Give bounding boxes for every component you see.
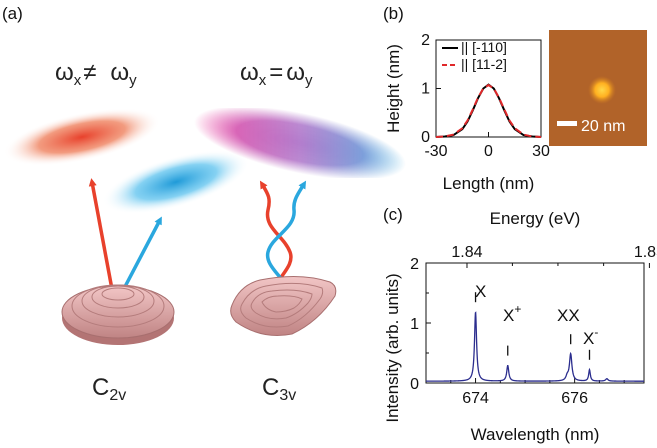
spectrum-line xyxy=(426,311,644,382)
condition-c3v: ωx = ωy xyxy=(240,59,313,89)
x-tick-label: -30 xyxy=(424,143,447,160)
x-axis-title: Length (nm) xyxy=(443,174,535,193)
degenerate-emission-c3v xyxy=(190,108,410,178)
plot-frame xyxy=(425,262,645,384)
x-tick-label: 30 xyxy=(532,143,550,160)
y-tick-label: 1 xyxy=(421,81,430,98)
panel-label-c: (c) xyxy=(383,205,403,224)
y-tick-label: 2 xyxy=(410,256,419,273)
y-tick-label: 2 xyxy=(421,32,430,49)
label-c2v: C2v xyxy=(92,374,126,404)
quantum-dot-c3v xyxy=(230,275,337,336)
entangled-red-arrow xyxy=(259,180,293,299)
series-line-1 xyxy=(435,83,542,138)
top-x-tick-label: 1.84 xyxy=(451,244,482,261)
scale-bar xyxy=(557,121,577,126)
panel-c: (c) 674 676 1.84 1.83 0 1 2 Wavelength (nm) Ener… xyxy=(383,205,657,444)
condition-c2v: ωx≠ ωy xyxy=(55,59,137,89)
afm-image: 20 nm xyxy=(549,30,647,146)
y-tick-label: 0 xyxy=(410,376,419,393)
series-line-0 xyxy=(435,83,542,138)
panel-a: (a) ωx≠ ωy ωx = ωy C2v C3v xyxy=(2,4,410,404)
panel-label-b: (b) xyxy=(383,4,404,23)
entangled-blue-arrow xyxy=(266,180,307,299)
peak-label-xplus: X+ xyxy=(503,302,521,325)
legend-label-0: || [-110] xyxy=(461,39,507,55)
pl-spectrum-chart: 674 676 1.84 1.83 0 1 2 Wavelength (nm) Energy (… xyxy=(383,209,657,444)
y-tick-label: 1 xyxy=(410,316,419,333)
scale-bar-label: 20 nm xyxy=(581,118,625,135)
top-x-axis-title: Energy (eV) xyxy=(490,209,581,228)
top-x-tick-label: 1.83 xyxy=(634,244,657,261)
x-tick-label: 676 xyxy=(561,390,588,407)
peak-label-x: X xyxy=(475,282,486,301)
x-polarization-arrow xyxy=(88,178,116,301)
y-tick-label: 0 xyxy=(421,129,430,146)
quantum-dot-c2v xyxy=(61,284,175,345)
legend-label-1: || [11-2] xyxy=(461,56,507,72)
panel-label-a: (a) xyxy=(2,4,23,23)
x-tick-label: 674 xyxy=(462,390,489,407)
peak-label-xx: XX xyxy=(557,306,580,325)
x-tick-label: 0 xyxy=(484,143,493,160)
x-axis-title: Wavelength (nm) xyxy=(471,425,600,444)
label-c3v: C3v xyxy=(262,374,296,404)
y-axis-title: Height (nm) xyxy=(384,44,403,133)
peak-label-xminus: X- xyxy=(583,325,598,348)
x-polarized-emission-c2v xyxy=(3,108,161,166)
y-axis-title: Intensity (arb. units) xyxy=(383,273,402,422)
